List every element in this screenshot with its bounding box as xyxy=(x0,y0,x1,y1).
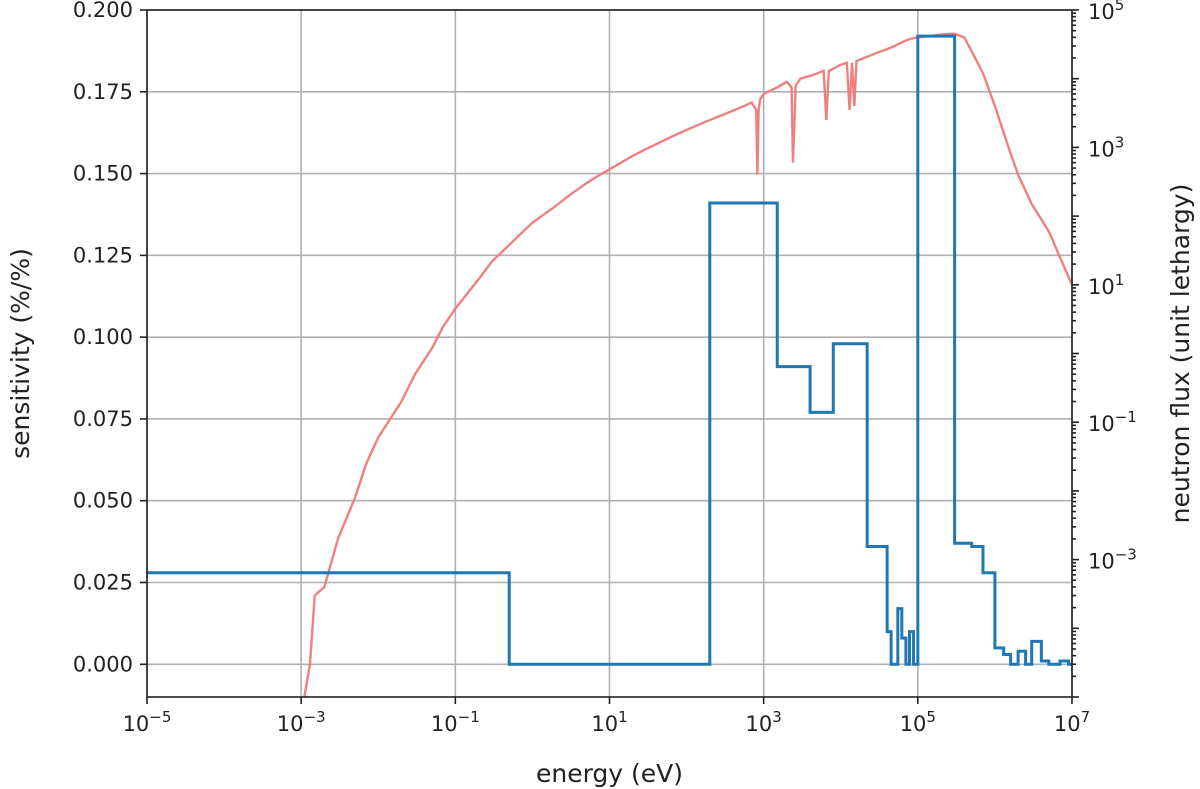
x-tick-label: 10−1 xyxy=(431,708,480,736)
y2-tick-label: 10−1 xyxy=(1088,408,1137,436)
y2-tick-label: 101 xyxy=(1088,271,1124,299)
y-tick-label: 0.125 xyxy=(73,243,133,267)
sensitivity-step-line xyxy=(147,34,1072,666)
x-tick-label: 10−5 xyxy=(123,708,172,736)
x-tick-label: 103 xyxy=(746,708,782,736)
y-tick-label: 0.075 xyxy=(73,407,133,431)
y-tick-label: 0.150 xyxy=(73,162,133,186)
x-tick-label: 107 xyxy=(1054,708,1090,736)
x-tick-label: 101 xyxy=(591,708,627,736)
y2-tick-label: 103 xyxy=(1088,133,1124,161)
y2-tick-label: 10−3 xyxy=(1088,546,1137,574)
ticks: 10−5 10−3 10−1 101 103 105 107 0.000 0.025 0.050 0… xyxy=(73,0,1137,736)
y-tick-label: 0.050 xyxy=(73,489,133,513)
series-layer xyxy=(147,32,1072,697)
neutron-flux-line xyxy=(303,32,1072,697)
y-tick-label: 0.025 xyxy=(73,571,133,595)
y-tick-label: 0.100 xyxy=(73,325,133,349)
y-tick-label: 0.000 xyxy=(73,652,133,676)
x-tick-label: 10−3 xyxy=(277,708,326,736)
y-tick-label: 0.175 xyxy=(73,80,133,104)
y2-tick-label: 105 xyxy=(1088,0,1124,24)
y-tick-label: 0.200 xyxy=(73,0,133,22)
y-axis-title: sensitivity (%/%) xyxy=(6,248,35,459)
y2-axis-title: neutron flux (unit lethargy) xyxy=(1166,184,1195,524)
grid xyxy=(146,9,1073,697)
x-tick-label: 105 xyxy=(900,708,936,736)
x-axis-title: energy (eV) xyxy=(536,759,683,788)
